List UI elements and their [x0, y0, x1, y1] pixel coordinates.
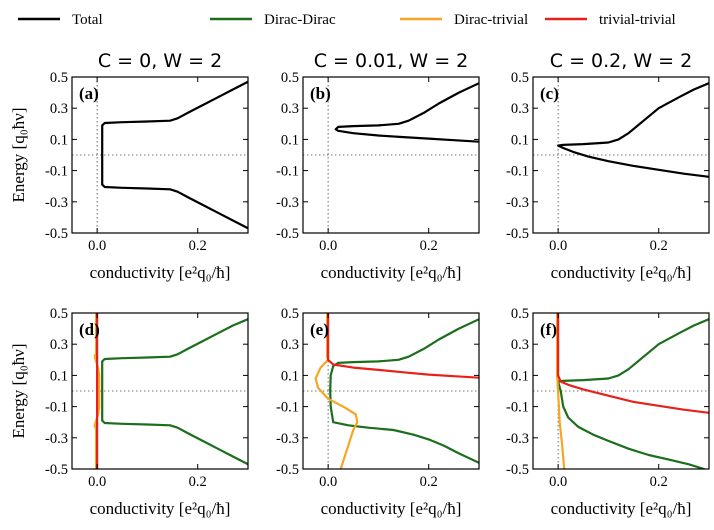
- panel-label: (a): [79, 84, 99, 103]
- y-tick-label: -0.3: [276, 431, 299, 447]
- x-axis-label: conductivity [e²q₀/ħ]: [551, 263, 692, 282]
- y-tick-label: 0.3: [50, 101, 68, 117]
- y-tick-label: -0.3: [45, 195, 68, 211]
- x-axis-label: conductivity [e²q₀/ħ]: [321, 263, 462, 282]
- y-tick-label: -0.1: [276, 164, 299, 180]
- y-tick-label: -0.5: [276, 462, 299, 478]
- series-dirac-dirac-line: [556, 318, 709, 383]
- plot-frame: [302, 76, 480, 234]
- y-tick-label: -0.1: [506, 164, 529, 180]
- x-tick-label: 0.0: [88, 238, 106, 254]
- y-axis-label: Energy [q₀ħν]: [9, 344, 28, 439]
- y-tick-label: 0.1: [511, 132, 529, 148]
- y-tick-label: 0.5: [50, 70, 68, 86]
- legend: Total Dirac-Dirac Dirac-trivial trivial-tri…: [18, 12, 676, 28]
- legend-label-2: Dirac-trivial: [454, 12, 528, 28]
- y-tick-label: -0.3: [506, 431, 529, 447]
- x-tick-label: 0.2: [420, 238, 438, 254]
- x-tick-label: 0.2: [420, 474, 438, 490]
- legend-label-0: Total: [72, 12, 103, 28]
- x-tick-label: 0.2: [650, 238, 668, 254]
- series-trivial-trivial-line: [556, 313, 709, 414]
- series-dirac-dirac-line: [556, 380, 706, 469]
- y-tick-label: 0.5: [511, 70, 529, 86]
- series-trivial-trivial-line: [327, 313, 479, 379]
- y-tick-label: -0.1: [506, 400, 529, 416]
- y-axis-label: Energy [q₀ħν]: [9, 108, 28, 203]
- legend-label-3: trivial-trivial: [599, 12, 676, 28]
- column-title-1: C = 0.01, W = 2: [314, 50, 469, 72]
- panels: 0.5 0.3 0.1 -0.1 -0.3 -0.5 0.0 0.2 (a) conductivi…: [9, 70, 710, 518]
- panel-label: (d): [79, 320, 100, 339]
- column-title-2: C = 0.2, W = 2: [550, 50, 692, 72]
- series-total-line: [556, 82, 709, 178]
- y-tick-label: 0.3: [511, 337, 529, 353]
- y-tick-label: 0.3: [511, 101, 529, 117]
- legend-label-1: Dirac-Dirac: [264, 12, 336, 28]
- x-axis-label: conductivity [e²q₀/ħ]: [551, 499, 692, 518]
- series-dirac-dirac-line: [329, 318, 479, 464]
- y-tick-label: -0.5: [45, 462, 68, 478]
- x-tick-label: 0.2: [650, 474, 668, 490]
- panel-label: (b): [310, 84, 331, 103]
- y-tick-label: 0.1: [281, 368, 299, 384]
- panel-f: 0.5 0.3 0.1 -0.1 -0.3 -0.5 0.0 0.2 (f) conductivi…: [506, 306, 710, 518]
- x-axis-label: conductivity [e²q₀/ħ]: [90, 263, 231, 282]
- x-tick-label: 0.0: [549, 238, 567, 254]
- x-tick-label: 0.2: [189, 474, 207, 490]
- column-titles: C = 0, W = 2 C = 0.01, W = 2 C = 0.2, W = …: [98, 50, 692, 72]
- panel-label: (c): [540, 84, 559, 103]
- y-tick-label: 0.1: [50, 368, 68, 384]
- y-tick-label: -0.5: [45, 226, 68, 242]
- panel-label: (f): [540, 320, 557, 339]
- y-tick-label: -0.3: [506, 195, 529, 211]
- y-tick-label: -0.5: [276, 226, 299, 242]
- y-tick-label: -0.3: [276, 195, 299, 211]
- panel-a: 0.5 0.3 0.1 -0.1 -0.3 -0.5 0.0 0.2 (a) conductivi…: [9, 70, 249, 282]
- plot-frame: [532, 312, 710, 470]
- series-dirac-dirac-line: [101, 318, 248, 466]
- x-tick-label: 0.0: [319, 474, 337, 490]
- y-tick-label: 0.1: [511, 368, 529, 384]
- y-tick-label: 0.5: [281, 70, 299, 86]
- panel-d: 0.5 0.3 0.1 -0.1 -0.3 -0.5 0.0 0.2 (d) conductivi…: [9, 306, 249, 518]
- y-tick-label: 0.1: [281, 132, 299, 148]
- y-tick-label: 0.5: [511, 306, 529, 322]
- plot-frame: [71, 312, 249, 470]
- y-tick-label: -0.5: [506, 226, 529, 242]
- plot-frame: [302, 312, 480, 470]
- y-tick-label: 0.3: [281, 101, 299, 117]
- y-tick-label: -0.1: [276, 400, 299, 416]
- x-axis-label: conductivity [e²q₀/ħ]: [321, 499, 462, 518]
- y-tick-label: -0.1: [45, 164, 68, 180]
- y-tick-label: -0.3: [45, 431, 68, 447]
- series-total-line: [101, 80, 248, 230]
- series-dirac-trivial-line: [314, 313, 359, 469]
- plot-frame: [532, 76, 710, 234]
- y-tick-label: 0.3: [50, 337, 68, 353]
- panel-e: 0.5 0.3 0.1 -0.1 -0.3 -0.5 0.0 0.2 (e) conductivi…: [276, 306, 480, 518]
- y-tick-label: 0.1: [50, 132, 68, 148]
- x-tick-label: 0.0: [319, 238, 337, 254]
- y-tick-label: -0.1: [45, 400, 68, 416]
- panel-label: (e): [310, 320, 329, 339]
- x-tick-label: 0.0: [88, 474, 106, 490]
- y-tick-label: 0.5: [50, 306, 68, 322]
- x-axis-label: conductivity [e²q₀/ħ]: [90, 499, 231, 518]
- panel-b: 0.5 0.3 0.1 -0.1 -0.3 -0.5 0.0 0.2 (b) conductivi…: [276, 70, 480, 282]
- panel-c: 0.5 0.3 0.1 -0.1 -0.3 -0.5 0.0 0.2 (c) conductivi…: [506, 70, 710, 282]
- y-tick-label: -0.5: [506, 462, 529, 478]
- x-tick-label: 0.0: [549, 474, 567, 490]
- column-title-0: C = 0, W = 2: [98, 50, 222, 72]
- x-tick-label: 0.2: [189, 238, 207, 254]
- y-tick-label: 0.3: [281, 337, 299, 353]
- plot-frame: [71, 76, 249, 234]
- series-dirac-trivial-line: [93, 313, 101, 469]
- y-tick-label: 0.5: [281, 306, 299, 322]
- series-total-line: [334, 82, 479, 143]
